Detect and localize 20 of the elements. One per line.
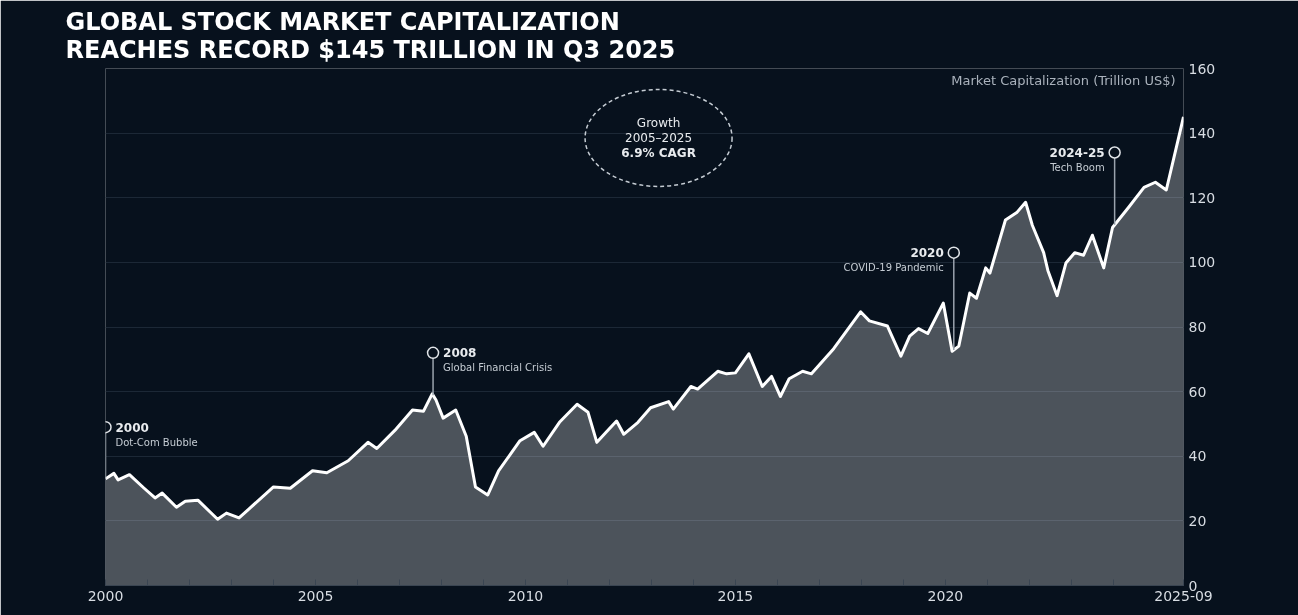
- annotation: 2024-25 Tech Boom: [1049, 146, 1105, 174]
- annotation: 2008 Global Financial Crisis: [443, 346, 553, 374]
- y-tick-label: 100: [1188, 254, 1216, 271]
- annotation: Growth 2005–2025 6.9% CAGR: [621, 115, 696, 160]
- y-tick-label: 80: [1188, 319, 1207, 335]
- y-tick-label: 160: [1188, 60, 1216, 77]
- x-tick-label: 2005: [297, 587, 334, 604]
- y-axis-title: Market Capitalization (Trillion US$): [951, 72, 1176, 88]
- x-tick-label: 2000: [87, 587, 124, 604]
- y-tick-label: 20: [1188, 512, 1207, 529]
- x-tick-label: 2015: [717, 587, 754, 604]
- annotation: 2000 Dot-Com Bubble: [115, 420, 198, 448]
- y-tick-label: 140: [1188, 125, 1216, 142]
- annotation: 2020 COVID-19 Pandemic: [843, 246, 944, 274]
- x-tick-label: 2020: [927, 587, 964, 604]
- y-tick-label: 60: [1188, 383, 1207, 400]
- y-tick-label: 120: [1188, 189, 1216, 206]
- chart-title: GLOBAL STOCK MARKET CAPITALIZATION REACHES RECORD $145 TRILLION IN Q3 2025: [65, 7, 676, 64]
- y-tick-label: 40: [1188, 448, 1207, 465]
- x-tick-label: 2010: [507, 587, 544, 604]
